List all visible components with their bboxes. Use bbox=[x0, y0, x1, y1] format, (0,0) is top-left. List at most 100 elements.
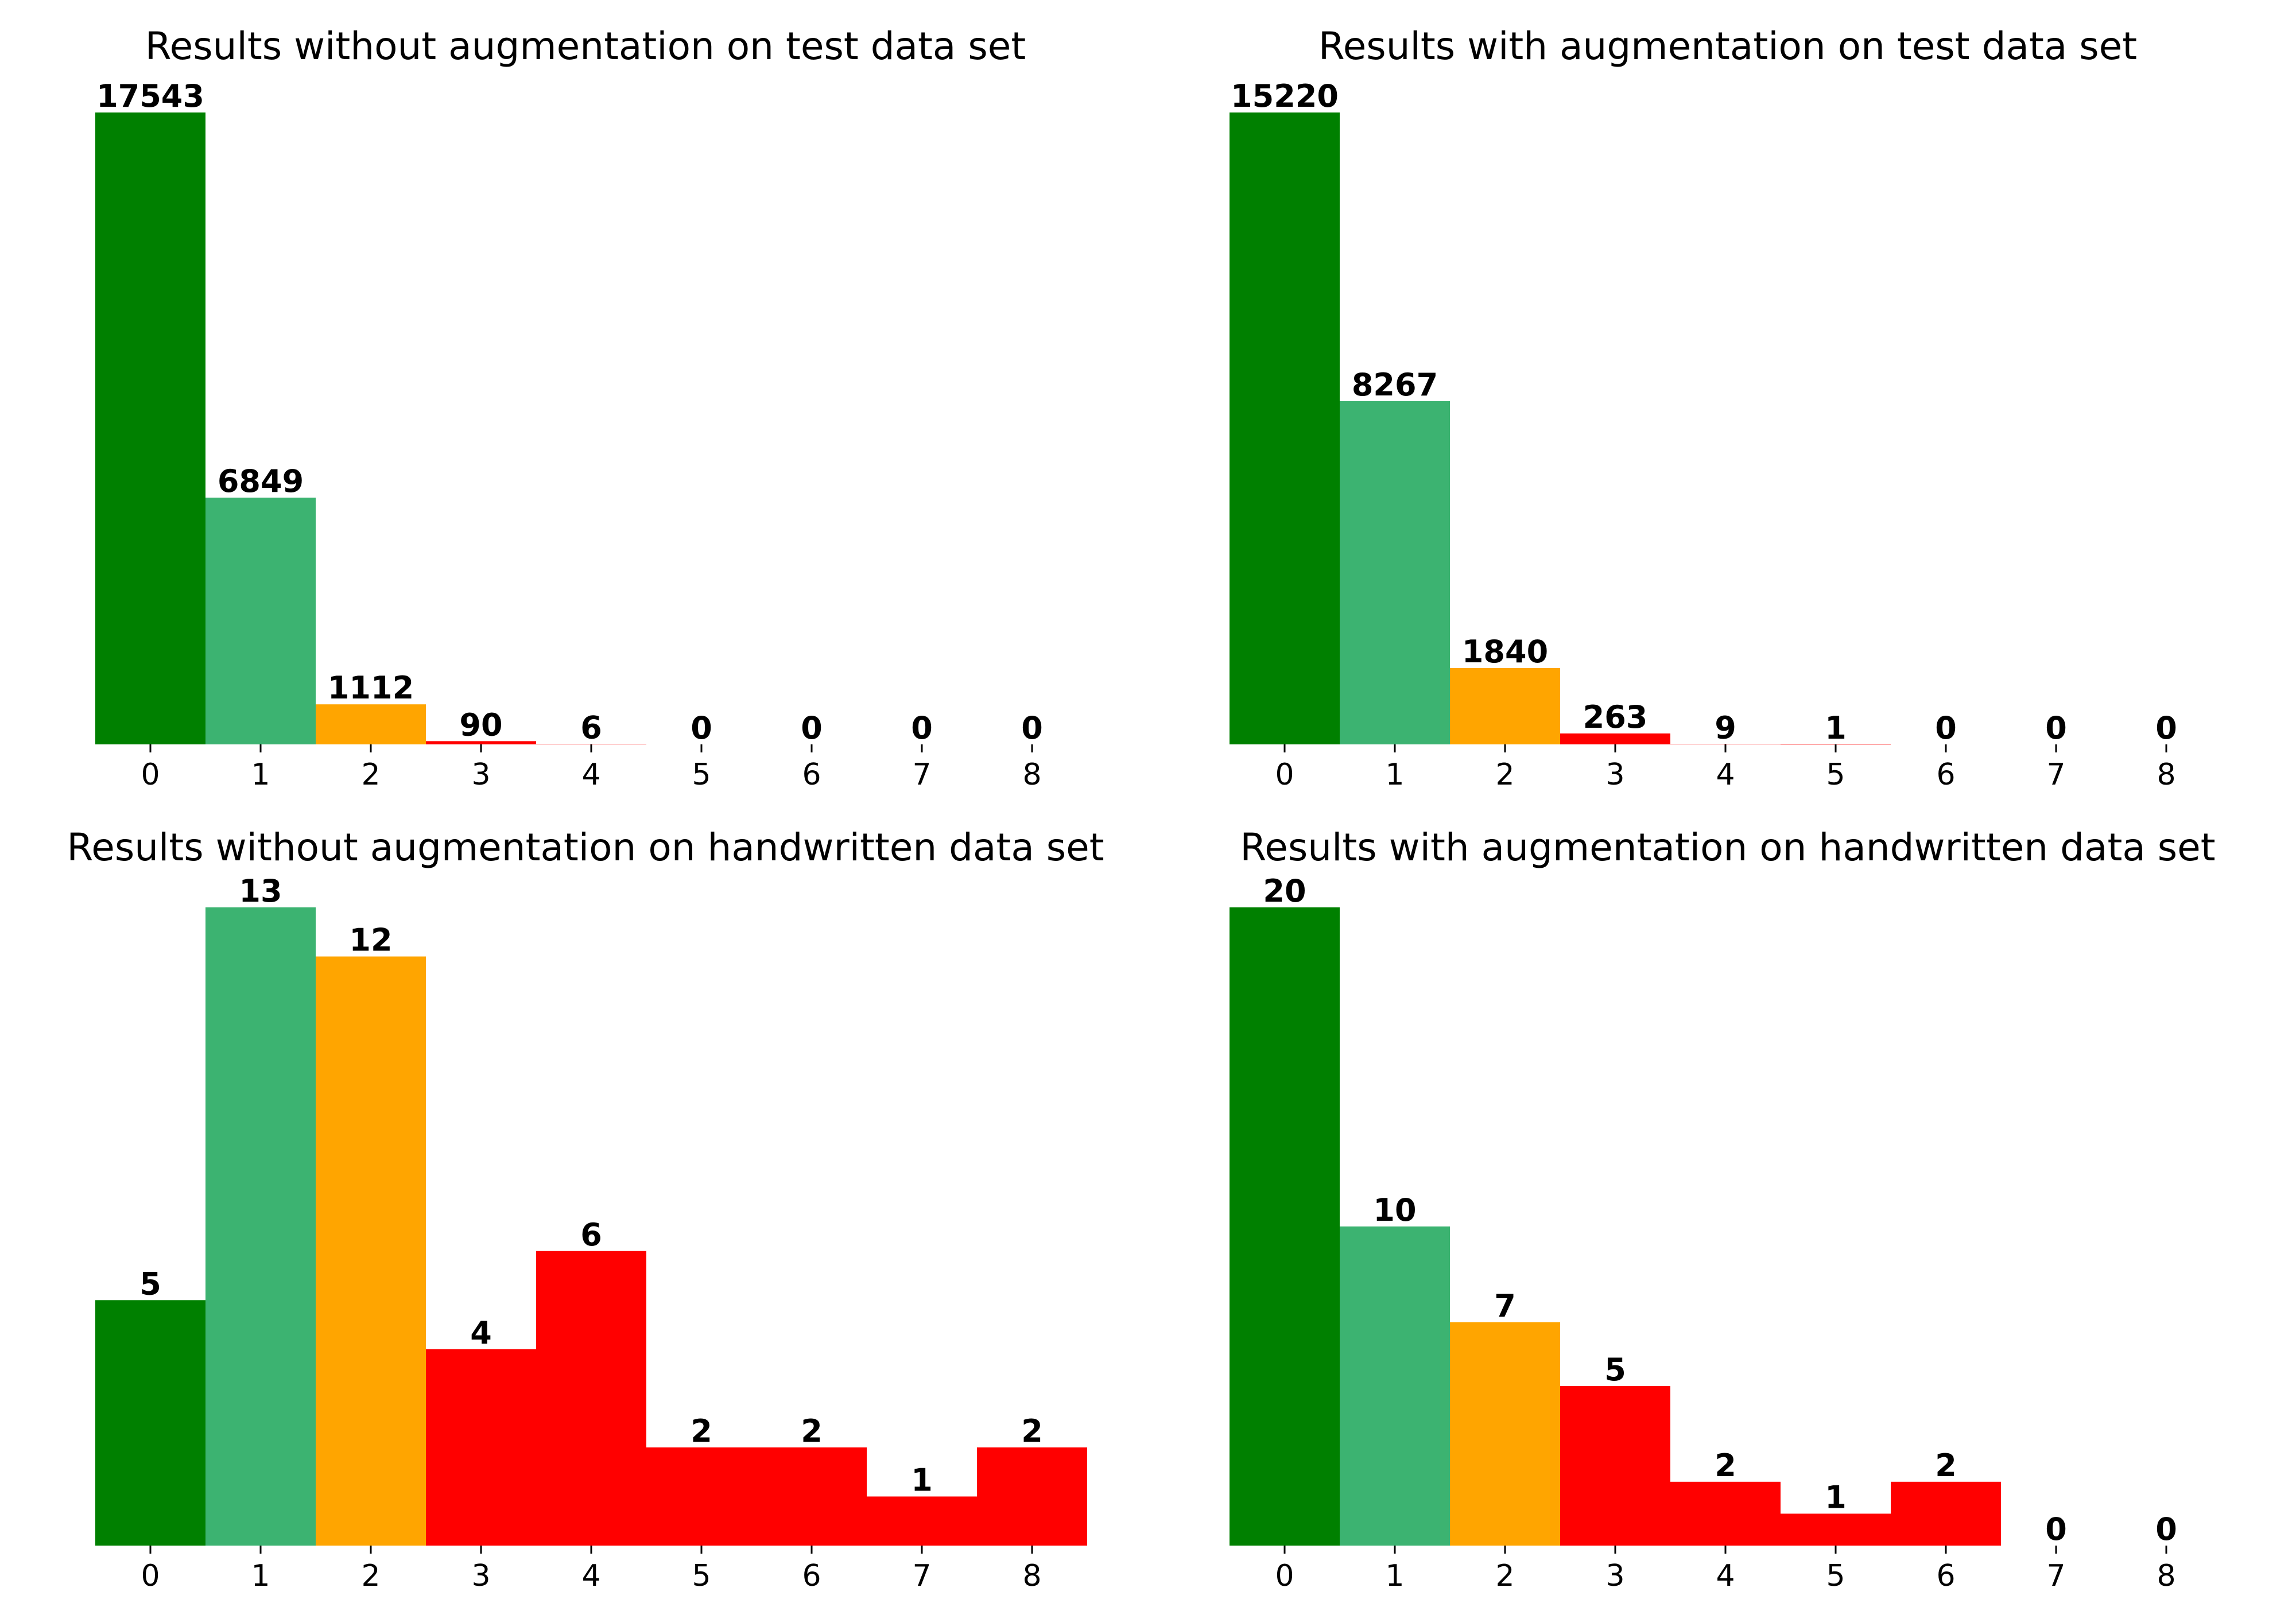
bar-7 bbox=[867, 1496, 977, 1546]
x-tick-label-8: 8 bbox=[1022, 1559, 1041, 1593]
bar-4 bbox=[536, 744, 646, 745]
x-tick-label-4: 4 bbox=[581, 1559, 600, 1593]
data-label-5: 2 bbox=[691, 1413, 712, 1449]
data-label-8: 0 bbox=[1021, 710, 1043, 746]
x-tick-label-8: 8 bbox=[2157, 1559, 2175, 1593]
x-tick-label-6: 6 bbox=[802, 1559, 821, 1593]
chart-svg: Results without augmentation on test dat… bbox=[95, 24, 1043, 792]
data-label-8: 0 bbox=[2155, 1511, 2177, 1547]
chart-title: Results with augmentation on handwritten… bbox=[1240, 825, 2215, 870]
bar-0 bbox=[95, 1300, 205, 1546]
x-tick-label-2: 2 bbox=[1495, 1559, 1514, 1593]
data-label-7: 0 bbox=[911, 710, 933, 746]
data-label-4: 2 bbox=[1715, 1447, 1736, 1484]
data-label-7: 0 bbox=[2045, 710, 2067, 746]
x-tick-label-3: 3 bbox=[1605, 1559, 1624, 1593]
bar-0 bbox=[1230, 112, 1340, 744]
x-tick-label-3: 3 bbox=[471, 1559, 490, 1593]
chart-panel-handwritten-without-augmentation: Results without augmentation on handwrit… bbox=[0, 804, 1104, 1607]
x-tick-label-3: 3 bbox=[1605, 758, 1624, 792]
x-tick-label-3: 3 bbox=[471, 758, 490, 792]
bar-2 bbox=[316, 956, 426, 1546]
x-tick-label-8: 8 bbox=[1022, 758, 1041, 792]
bar-4 bbox=[536, 1251, 646, 1546]
x-tick-label-4: 4 bbox=[1716, 1559, 1735, 1593]
x-tick-label-0: 0 bbox=[1275, 1559, 1294, 1593]
chart-title: Results without augmentation on handwrit… bbox=[67, 825, 1104, 870]
bar-2 bbox=[1450, 1322, 1560, 1546]
data-label-2: 1840 bbox=[1462, 634, 1548, 670]
data-label-8: 2 bbox=[1021, 1413, 1043, 1449]
x-tick-label-5: 5 bbox=[692, 758, 711, 792]
bar-6 bbox=[757, 1447, 867, 1546]
x-tick-label-0: 0 bbox=[141, 1559, 160, 1593]
data-label-3: 5 bbox=[1604, 1352, 1626, 1388]
x-tick-label-1: 1 bbox=[251, 758, 270, 792]
bar-3 bbox=[1560, 1386, 1670, 1546]
data-label-3: 263 bbox=[1583, 699, 1648, 735]
bar-1 bbox=[205, 907, 316, 1546]
bar-3 bbox=[426, 1349, 536, 1546]
x-tick-label-4: 4 bbox=[581, 758, 600, 792]
chart-svg: Results without augmentation on handwrit… bbox=[67, 825, 1104, 1593]
chart-title: Results without augmentation on test dat… bbox=[145, 24, 1026, 68]
x-tick-label-7: 7 bbox=[912, 758, 931, 792]
chart-panel-handwritten-with-augmentation: Results with augmentation on handwritten… bbox=[1148, 804, 2239, 1607]
x-tick-label-2: 2 bbox=[1495, 758, 1514, 792]
data-label-7: 0 bbox=[2045, 1511, 2067, 1547]
data-label-6: 0 bbox=[801, 710, 823, 746]
x-tick-label-7: 7 bbox=[912, 1559, 931, 1593]
bar-5 bbox=[646, 1447, 757, 1546]
x-tick-label-8: 8 bbox=[2157, 758, 2175, 792]
x-tick-label-7: 7 bbox=[2046, 1559, 2065, 1593]
bar-0 bbox=[1230, 907, 1340, 1546]
x-tick-label-6: 6 bbox=[802, 758, 821, 792]
data-label-4: 9 bbox=[1715, 709, 1736, 746]
data-label-6: 2 bbox=[801, 1413, 823, 1449]
x-tick-label-0: 0 bbox=[1275, 758, 1294, 792]
bar-4 bbox=[1670, 1481, 1781, 1546]
x-tick-label-5: 5 bbox=[692, 1559, 711, 1593]
bar-3 bbox=[426, 741, 536, 744]
x-tick-label-5: 5 bbox=[1826, 1559, 1845, 1593]
data-label-2: 1112 bbox=[328, 670, 414, 706]
data-label-1: 6849 bbox=[218, 463, 304, 499]
data-label-0: 17543 bbox=[96, 78, 204, 114]
x-tick-label-4: 4 bbox=[1716, 758, 1735, 792]
data-label-5: 0 bbox=[691, 710, 712, 746]
data-label-8: 0 bbox=[2155, 710, 2177, 746]
data-label-0: 15220 bbox=[1231, 78, 1339, 114]
data-label-1: 8267 bbox=[1352, 367, 1438, 403]
x-tick-label-6: 6 bbox=[1936, 1559, 1955, 1593]
data-label-0: 5 bbox=[139, 1266, 161, 1302]
chart-svg: Results with augmentation on handwritten… bbox=[1230, 825, 2216, 1593]
x-tick-label-2: 2 bbox=[361, 758, 380, 792]
bar-1 bbox=[1340, 1226, 1450, 1546]
bar-5 bbox=[1781, 1513, 1891, 1546]
data-label-1: 13 bbox=[239, 873, 282, 909]
data-label-0: 20 bbox=[1263, 873, 1306, 909]
data-label-3: 90 bbox=[459, 707, 502, 743]
data-label-2: 12 bbox=[349, 922, 392, 958]
data-label-4: 6 bbox=[580, 1217, 602, 1253]
x-tick-label-7: 7 bbox=[2046, 758, 2065, 792]
bar-0 bbox=[95, 112, 205, 744]
x-tick-label-2: 2 bbox=[361, 1559, 380, 1593]
bar-2 bbox=[1450, 667, 1560, 744]
data-label-1: 10 bbox=[1373, 1192, 1416, 1228]
x-tick-label-1: 1 bbox=[1385, 1559, 1404, 1593]
data-label-7: 1 bbox=[911, 1462, 933, 1498]
data-label-3: 4 bbox=[470, 1315, 492, 1351]
chart-svg: Results with augmentation on test data s… bbox=[1230, 24, 2177, 792]
bar-8 bbox=[977, 1447, 1087, 1546]
chart-panel-test-with-augmentation: Results with augmentation on test data s… bbox=[1148, 0, 2239, 804]
bar-3 bbox=[1560, 733, 1670, 744]
bar-1 bbox=[205, 498, 316, 744]
chart-title: Results with augmentation on test data s… bbox=[1318, 24, 2137, 68]
x-tick-label-6: 6 bbox=[1936, 758, 1955, 792]
data-label-5: 1 bbox=[1825, 1479, 1847, 1515]
data-label-6: 2 bbox=[1935, 1447, 1957, 1484]
bar-2 bbox=[316, 704, 426, 744]
data-label-6: 0 bbox=[1935, 710, 1957, 746]
data-label-2: 7 bbox=[1494, 1288, 1516, 1324]
